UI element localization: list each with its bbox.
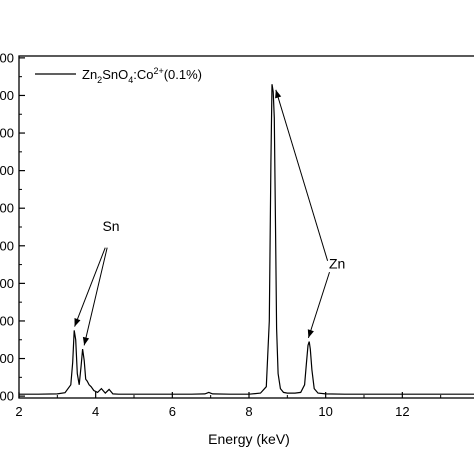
y-tick-label: 00 — [0, 201, 14, 216]
y-tick-label: 00 — [0, 238, 14, 253]
annotation-arrow — [275, 89, 329, 261]
annotation-arrow — [307, 271, 330, 339]
x-tick-label: 12 — [395, 404, 409, 419]
x-tick-label: 4 — [92, 404, 99, 419]
x-tick-label: 2 — [15, 404, 22, 419]
y-tick-label: 00 — [0, 313, 14, 328]
y-tick-label: 00 — [0, 126, 14, 141]
annotation-labels: Sn Zn — [102, 218, 345, 272]
series-line — [19, 84, 474, 395]
legend: Zn2SnO4:Co2+(0.1%) — [35, 66, 202, 85]
legend-label: Zn2SnO4:Co2+(0.1%) — [82, 66, 202, 85]
y-tick-label: 00 — [0, 351, 14, 366]
y-tick-label: 00 — [0, 50, 14, 65]
annotation-arrows — [74, 89, 330, 346]
y-axis-ticks: 00 00 00 00 00 00 00 00 00 00 — [0, 50, 25, 404]
annotation-arrow — [82, 247, 108, 346]
y-tick-label: 00 — [0, 163, 14, 178]
plot-frame — [18, 55, 474, 399]
x-axis-title: Energy (keV) — [208, 431, 290, 447]
x-tick-label: 6 — [169, 404, 176, 419]
y-tick-label: 00 — [0, 276, 14, 291]
x-tick-label: 10 — [318, 404, 332, 419]
peak-label-sn: Sn — [102, 218, 119, 234]
y-tick-label: 00 — [0, 389, 14, 404]
y-tick-label: 00 — [0, 88, 14, 103]
peak-label-zn: Zn — [329, 255, 345, 271]
x-axis-ticks: 2 4 6 8 10 12 — [15, 392, 442, 419]
x-tick-label: 8 — [245, 404, 252, 419]
annotation-arrow — [74, 247, 106, 327]
